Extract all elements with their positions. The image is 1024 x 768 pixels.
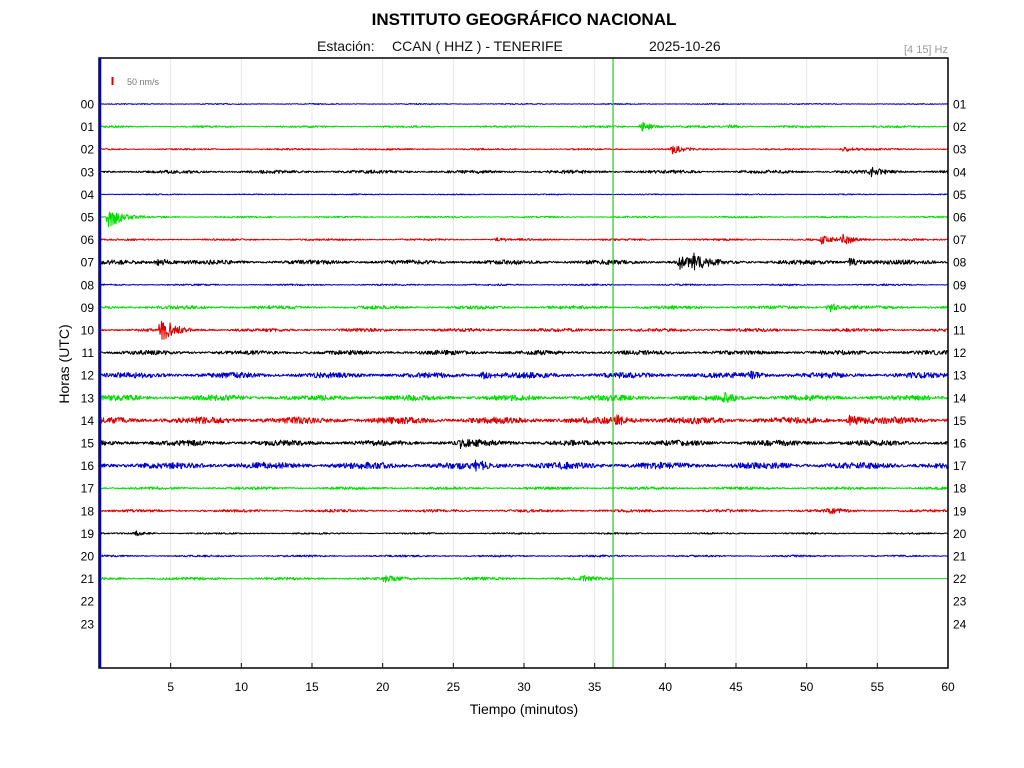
- left-hour-label-21: 21: [81, 572, 95, 586]
- right-hour-label-01: 01: [953, 98, 967, 112]
- trace-hour-16: [99, 459, 949, 472]
- right-hour-label-04: 04: [953, 165, 967, 179]
- x-tick-label-50: 50: [800, 680, 814, 694]
- left-hour-label-16: 16: [81, 459, 95, 473]
- trace-hour-21: [99, 575, 614, 583]
- right-hour-label-23: 23: [953, 595, 967, 609]
- left-hour-label-15: 15: [81, 437, 95, 451]
- amplitude-scale-label: 50 nm/s: [127, 77, 160, 87]
- x-tick-label-25: 25: [447, 680, 461, 694]
- x-axis-label: Tiempo (minutos): [470, 701, 578, 717]
- x-tick-label-35: 35: [588, 680, 602, 694]
- left-hour-label-19: 19: [81, 527, 95, 541]
- x-tick-label-30: 30: [517, 680, 531, 694]
- y-axis-label: Horas (UTC): [56, 324, 72, 403]
- right-hour-label-05: 05: [953, 188, 967, 202]
- x-tick-label-5: 5: [167, 680, 174, 694]
- right-hour-label-06: 06: [953, 211, 967, 225]
- chart-title: INSTITUTO GEOGRÁFICO NACIONAL: [372, 10, 677, 29]
- trace-hour-11: [99, 349, 949, 356]
- left-hour-label-07: 07: [81, 256, 95, 270]
- left-hour-label-22: 22: [81, 595, 95, 609]
- left-hour-label-09: 09: [81, 301, 95, 315]
- left-hour-labels: 00 01 02 03 04 05 06 07 08 09 10 11 12 13 14 15 16 17 18 19…: [81, 98, 95, 632]
- trace-hour-06: [99, 233, 949, 245]
- left-hour-label-23: 23: [81, 617, 95, 631]
- right-hour-label-18: 18: [953, 482, 967, 496]
- right-hour-label-22: 22: [953, 572, 967, 586]
- right-hour-label-15: 15: [953, 414, 967, 428]
- trace-hour-09: [99, 303, 949, 313]
- right-hour-label-20: 20: [953, 527, 967, 541]
- left-hour-label-18: 18: [81, 504, 95, 518]
- trace-hour-14: [99, 414, 949, 426]
- left-hour-label-12: 12: [81, 369, 95, 383]
- trace-hour-20: [99, 554, 949, 558]
- trace-hour-04: [99, 193, 949, 196]
- trace-hour-18: [99, 507, 949, 515]
- right-hour-label-24: 24: [953, 617, 967, 631]
- x-axis-ticks: 5 10 15 20 25 30 35 40 45 50 55 60: [167, 663, 955, 694]
- right-hour-label-07: 07: [953, 233, 967, 247]
- seismic-traces: [99, 102, 949, 583]
- right-hour-label-17: 17: [953, 459, 967, 473]
- trace-hour-19: [99, 530, 949, 537]
- trace-hour-08: [99, 283, 948, 287]
- left-hour-label-20: 20: [81, 550, 95, 564]
- amplitude-scale-bar: [111, 77, 114, 85]
- station-name: CCAN ( HHZ ) - TENERIFE: [392, 38, 563, 54]
- trace-hour-01: [99, 121, 949, 132]
- right-hour-label-13: 13: [953, 369, 967, 383]
- trace-hour-13: [99, 391, 949, 404]
- x-tick-label-45: 45: [729, 680, 743, 694]
- right-hour-label-14: 14: [953, 391, 967, 405]
- right-hour-label-16: 16: [953, 437, 967, 451]
- left-hour-label-08: 08: [81, 278, 95, 292]
- left-hour-label-05: 05: [81, 211, 95, 225]
- x-tick-label-60: 60: [941, 680, 955, 694]
- trace-hour-05: [99, 211, 948, 228]
- trace-hour-17: [99, 486, 949, 491]
- right-hour-label-08: 08: [953, 256, 967, 270]
- left-hour-label-00: 00: [81, 98, 95, 112]
- frequency-filter: [4 15] Hz: [904, 44, 948, 56]
- current-time-marker: [612, 58, 948, 668]
- right-hour-label-19: 19: [953, 504, 967, 518]
- left-hour-label-06: 06: [81, 233, 95, 247]
- recording-date: 2025-10-26: [649, 38, 721, 54]
- left-hour-label-13: 13: [81, 391, 95, 405]
- right-hour-label-10: 10: [953, 301, 967, 315]
- left-hour-label-03: 03: [81, 165, 95, 179]
- right-hour-label-09: 09: [953, 278, 967, 292]
- right-hour-label-03: 03: [953, 143, 967, 157]
- left-hour-label-17: 17: [81, 482, 95, 496]
- left-hour-label-14: 14: [81, 414, 95, 428]
- x-tick-label-20: 20: [376, 680, 390, 694]
- left-hour-label-11: 11: [82, 346, 95, 360]
- left-hour-label-02: 02: [81, 143, 95, 157]
- left-hour-label-01: 01: [81, 120, 95, 134]
- trace-hour-07: [99, 252, 949, 271]
- x-tick-label-40: 40: [659, 680, 673, 694]
- x-tick-label-10: 10: [235, 680, 249, 694]
- trace-hour-03: [99, 166, 948, 178]
- x-tick-label-55: 55: [871, 680, 885, 694]
- right-hour-labels: 01 02 03 04 05 06 07 08 09 10 11 12 13 14 15 16 17 18 19 20…: [953, 98, 967, 632]
- trace-hour-00: [99, 102, 949, 106]
- right-hour-label-11: 11: [953, 324, 966, 338]
- trace-hour-02: [99, 145, 949, 155]
- right-hour-label-02: 02: [953, 120, 967, 134]
- trace-hour-10: [99, 320, 949, 340]
- trace-hour-15: [99, 438, 949, 449]
- right-hour-label-21: 21: [953, 550, 967, 564]
- vertical-gridlines: [170, 58, 878, 668]
- trace-hour-12: [99, 370, 949, 380]
- station-prefix: Estación:: [317, 38, 375, 54]
- left-hour-label-10: 10: [81, 324, 95, 338]
- right-hour-label-12: 12: [953, 346, 967, 360]
- left-hour-label-04: 04: [81, 188, 95, 202]
- x-tick-label-15: 15: [305, 680, 319, 694]
